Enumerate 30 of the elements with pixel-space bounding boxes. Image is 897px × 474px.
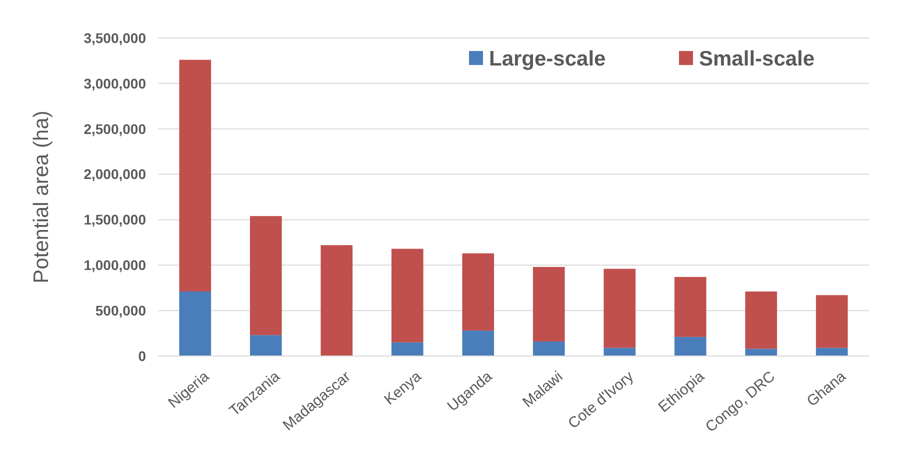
bar — [674, 336, 706, 356]
bar — [179, 291, 212, 356]
bar — [391, 248, 424, 342]
y-tick-label: 0 — [138, 348, 146, 364]
y-tick-label: 2,000,000 — [84, 166, 146, 182]
bar — [320, 245, 353, 356]
bar — [250, 216, 282, 336]
bar — [745, 348, 778, 356]
bar — [532, 266, 565, 342]
y-tick-label: 1,500,000 — [84, 212, 146, 228]
y-axis-title: Potential area (ha) — [30, 110, 53, 284]
bar — [816, 295, 848, 348]
bar — [604, 348, 636, 356]
bar — [462, 253, 494, 331]
y-tick-label: 3,500,000 — [84, 30, 146, 46]
bar — [250, 335, 282, 356]
legend-label: Large-scale — [489, 47, 606, 70]
bar — [816, 348, 848, 356]
bar — [604, 268, 636, 348]
y-tick-label: 500,000 — [95, 302, 146, 318]
bar — [532, 341, 565, 356]
bar — [674, 276, 706, 337]
bar — [745, 291, 778, 349]
y-tick-label: 1,000,000 — [84, 257, 146, 274]
bar — [462, 330, 494, 356]
bar — [391, 342, 424, 356]
bar — [179, 60, 212, 292]
legend-label: Small-scale — [699, 47, 815, 70]
y-tick-label: 2,500,000 — [84, 120, 146, 137]
y-tick-label: 3,000,000 — [84, 75, 146, 92]
